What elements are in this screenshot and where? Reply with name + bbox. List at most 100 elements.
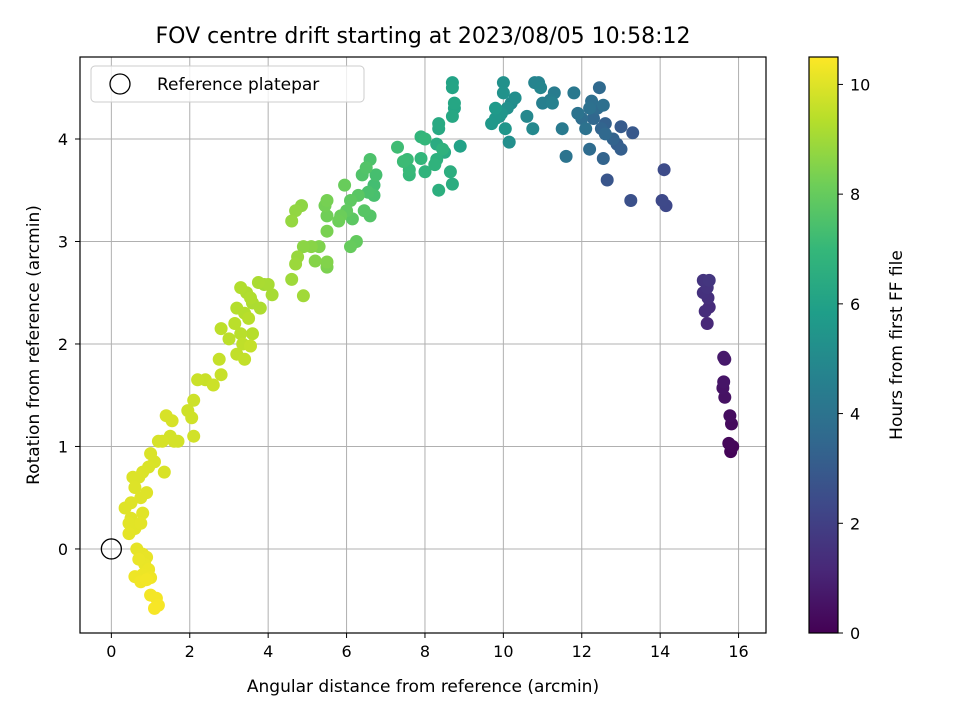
data-point [526,122,540,136]
data-point [265,288,279,302]
legend-box [90,65,365,103]
data-point [242,311,256,325]
data-point [498,122,512,136]
data-point [723,409,737,423]
data-point [396,155,410,168]
data-point [191,373,205,387]
data-point [702,273,716,287]
data-point [222,332,236,346]
data-point [502,135,516,149]
colorbar-tick-label: 0 [850,624,860,643]
data-point [187,429,201,443]
data-point [596,152,610,165]
data-point [445,109,459,123]
data-point [508,91,522,105]
data-point [445,177,459,191]
data-point [289,257,303,271]
data-point [214,322,228,336]
x-tick-label: 14 [650,642,670,661]
data-point [567,86,581,100]
data-point [244,339,257,353]
data-point [308,254,322,268]
data-point [359,161,373,175]
x-axis-label: Angular distance from reference (arcmin) [247,677,599,697]
data-point [657,163,671,177]
data-point [722,436,736,450]
colorbar: 0 2 4 6 8 10 Hours from first FF file [808,56,907,643]
data-point [320,194,334,207]
data-point [361,185,375,199]
data-point [214,368,228,382]
data-point [436,142,450,156]
data-point [432,183,446,197]
x-tick-label: 12 [572,642,592,661]
data-point [230,301,244,315]
data-point [285,214,299,228]
data-point [320,224,334,238]
data-point [485,117,499,131]
data-point [391,140,404,154]
data-point [414,152,428,165]
data-point [206,378,220,392]
data-point [261,278,275,291]
data-point [246,327,259,341]
data-point [251,276,265,289]
x-tick-label: 0 [106,642,116,661]
plot-frame [79,56,767,634]
colorbar-tick-label: 2 [850,514,860,533]
y-axis-ticks: 0 1 2 3 4 [58,130,80,559]
x-tick-label: 4 [263,642,273,661]
data-point [545,96,559,110]
data-point [167,434,181,448]
data-point [624,194,638,207]
data-point [185,411,199,425]
legend-reference-marker [109,73,131,95]
x-tick-label: 2 [185,642,195,661]
data-point [140,573,154,587]
legend-entry-label: Reference platepar [157,75,319,95]
data-point [128,481,142,494]
data-point [136,506,150,520]
data-point [698,304,712,318]
data-point [369,168,383,182]
data-point [234,327,248,341]
data-point [447,96,461,110]
x-axis-ticks: 0 2 4 6 8 10 12 14 16 [106,633,749,661]
colorbar-tick-label: 10 [850,75,870,94]
data-point [614,142,628,156]
data-point [583,101,597,115]
data-point [122,527,136,541]
data-point [443,165,457,179]
data-point [338,178,352,192]
data-point [614,120,628,134]
data-point [132,470,146,484]
data-point [717,375,731,389]
data-point [134,516,148,530]
y-tick-label: 0 [58,540,68,559]
data-point [536,96,550,110]
data-point [418,132,432,146]
data-point [134,491,148,505]
x-tick-label: 10 [493,642,513,661]
data-point [571,106,585,120]
data-point [285,272,299,286]
chart-title: FOV centre drift starting at 2023/08/05 … [156,24,691,49]
data-point [157,465,171,479]
data-point [496,76,510,90]
data-point [418,165,432,179]
reference-platepar-marker [100,538,123,560]
data-point [655,194,669,207]
data-point [432,117,446,131]
data-point [559,149,573,163]
data-point [598,127,612,141]
y-axis-label: Rotation from reference (arcmin) [24,205,44,485]
data-point [453,139,467,153]
data-point [534,81,548,95]
data-point [344,240,357,254]
data-point [212,352,226,366]
data-points [118,76,740,615]
data-point [234,281,248,295]
data-point [132,552,146,566]
data-point [357,204,371,218]
